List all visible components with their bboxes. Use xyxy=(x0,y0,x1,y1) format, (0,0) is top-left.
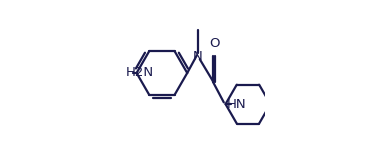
Text: HN: HN xyxy=(227,98,247,111)
Text: O: O xyxy=(209,37,219,50)
Text: H2N: H2N xyxy=(126,66,154,80)
Text: N: N xyxy=(193,50,203,63)
